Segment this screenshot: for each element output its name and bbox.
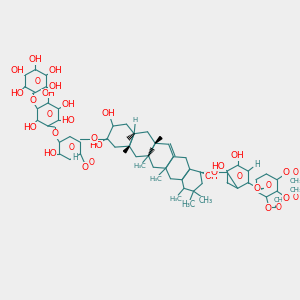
Text: O: O — [210, 167, 217, 176]
Text: HO: HO — [11, 89, 24, 98]
Text: O: O — [265, 181, 271, 190]
Text: CH₃: CH₃ — [290, 178, 300, 184]
Text: H: H — [72, 153, 78, 162]
Text: O: O — [292, 169, 298, 178]
Text: O: O — [82, 163, 89, 172]
Text: O: O — [90, 134, 98, 143]
Text: OH: OH — [49, 82, 62, 91]
Text: CH₃: CH₃ — [290, 187, 300, 193]
Text: OH: OH — [101, 109, 115, 118]
Text: H: H — [133, 117, 138, 123]
Text: O: O — [34, 76, 40, 85]
Polygon shape — [124, 146, 129, 153]
Text: OH: OH — [28, 56, 42, 64]
Text: H: H — [254, 160, 260, 169]
Text: HO: HO — [23, 122, 37, 131]
Text: O: O — [237, 172, 242, 181]
Text: HO: HO — [89, 141, 103, 150]
Text: H₃C: H₃C — [134, 163, 146, 169]
Text: O: O — [69, 142, 75, 152]
Text: OH: OH — [11, 66, 24, 75]
Text: H₃C: H₃C — [169, 196, 182, 202]
Text: O: O — [265, 204, 272, 213]
Text: OH: OH — [41, 89, 55, 98]
Text: O: O — [47, 110, 53, 119]
Text: OH: OH — [61, 100, 75, 109]
Text: O: O — [89, 158, 95, 167]
Text: OH: OH — [231, 151, 244, 160]
Text: OH: OH — [205, 172, 219, 181]
Text: HO: HO — [43, 149, 57, 158]
Text: O: O — [282, 167, 289, 176]
Text: CH₃: CH₃ — [199, 196, 213, 205]
Text: O: O — [51, 129, 58, 138]
Text: H₃C: H₃C — [182, 200, 196, 209]
Text: O: O — [282, 194, 289, 203]
Text: HO: HO — [61, 116, 75, 125]
Text: O: O — [292, 194, 298, 202]
Text: CH₃: CH₃ — [273, 197, 286, 203]
Text: O: O — [276, 203, 282, 212]
Text: O: O — [253, 184, 260, 193]
Text: HO: HO — [212, 162, 225, 171]
Text: H₃C: H₃C — [150, 176, 163, 182]
Polygon shape — [155, 136, 162, 143]
Text: OH: OH — [49, 66, 62, 75]
Text: O: O — [29, 96, 36, 105]
